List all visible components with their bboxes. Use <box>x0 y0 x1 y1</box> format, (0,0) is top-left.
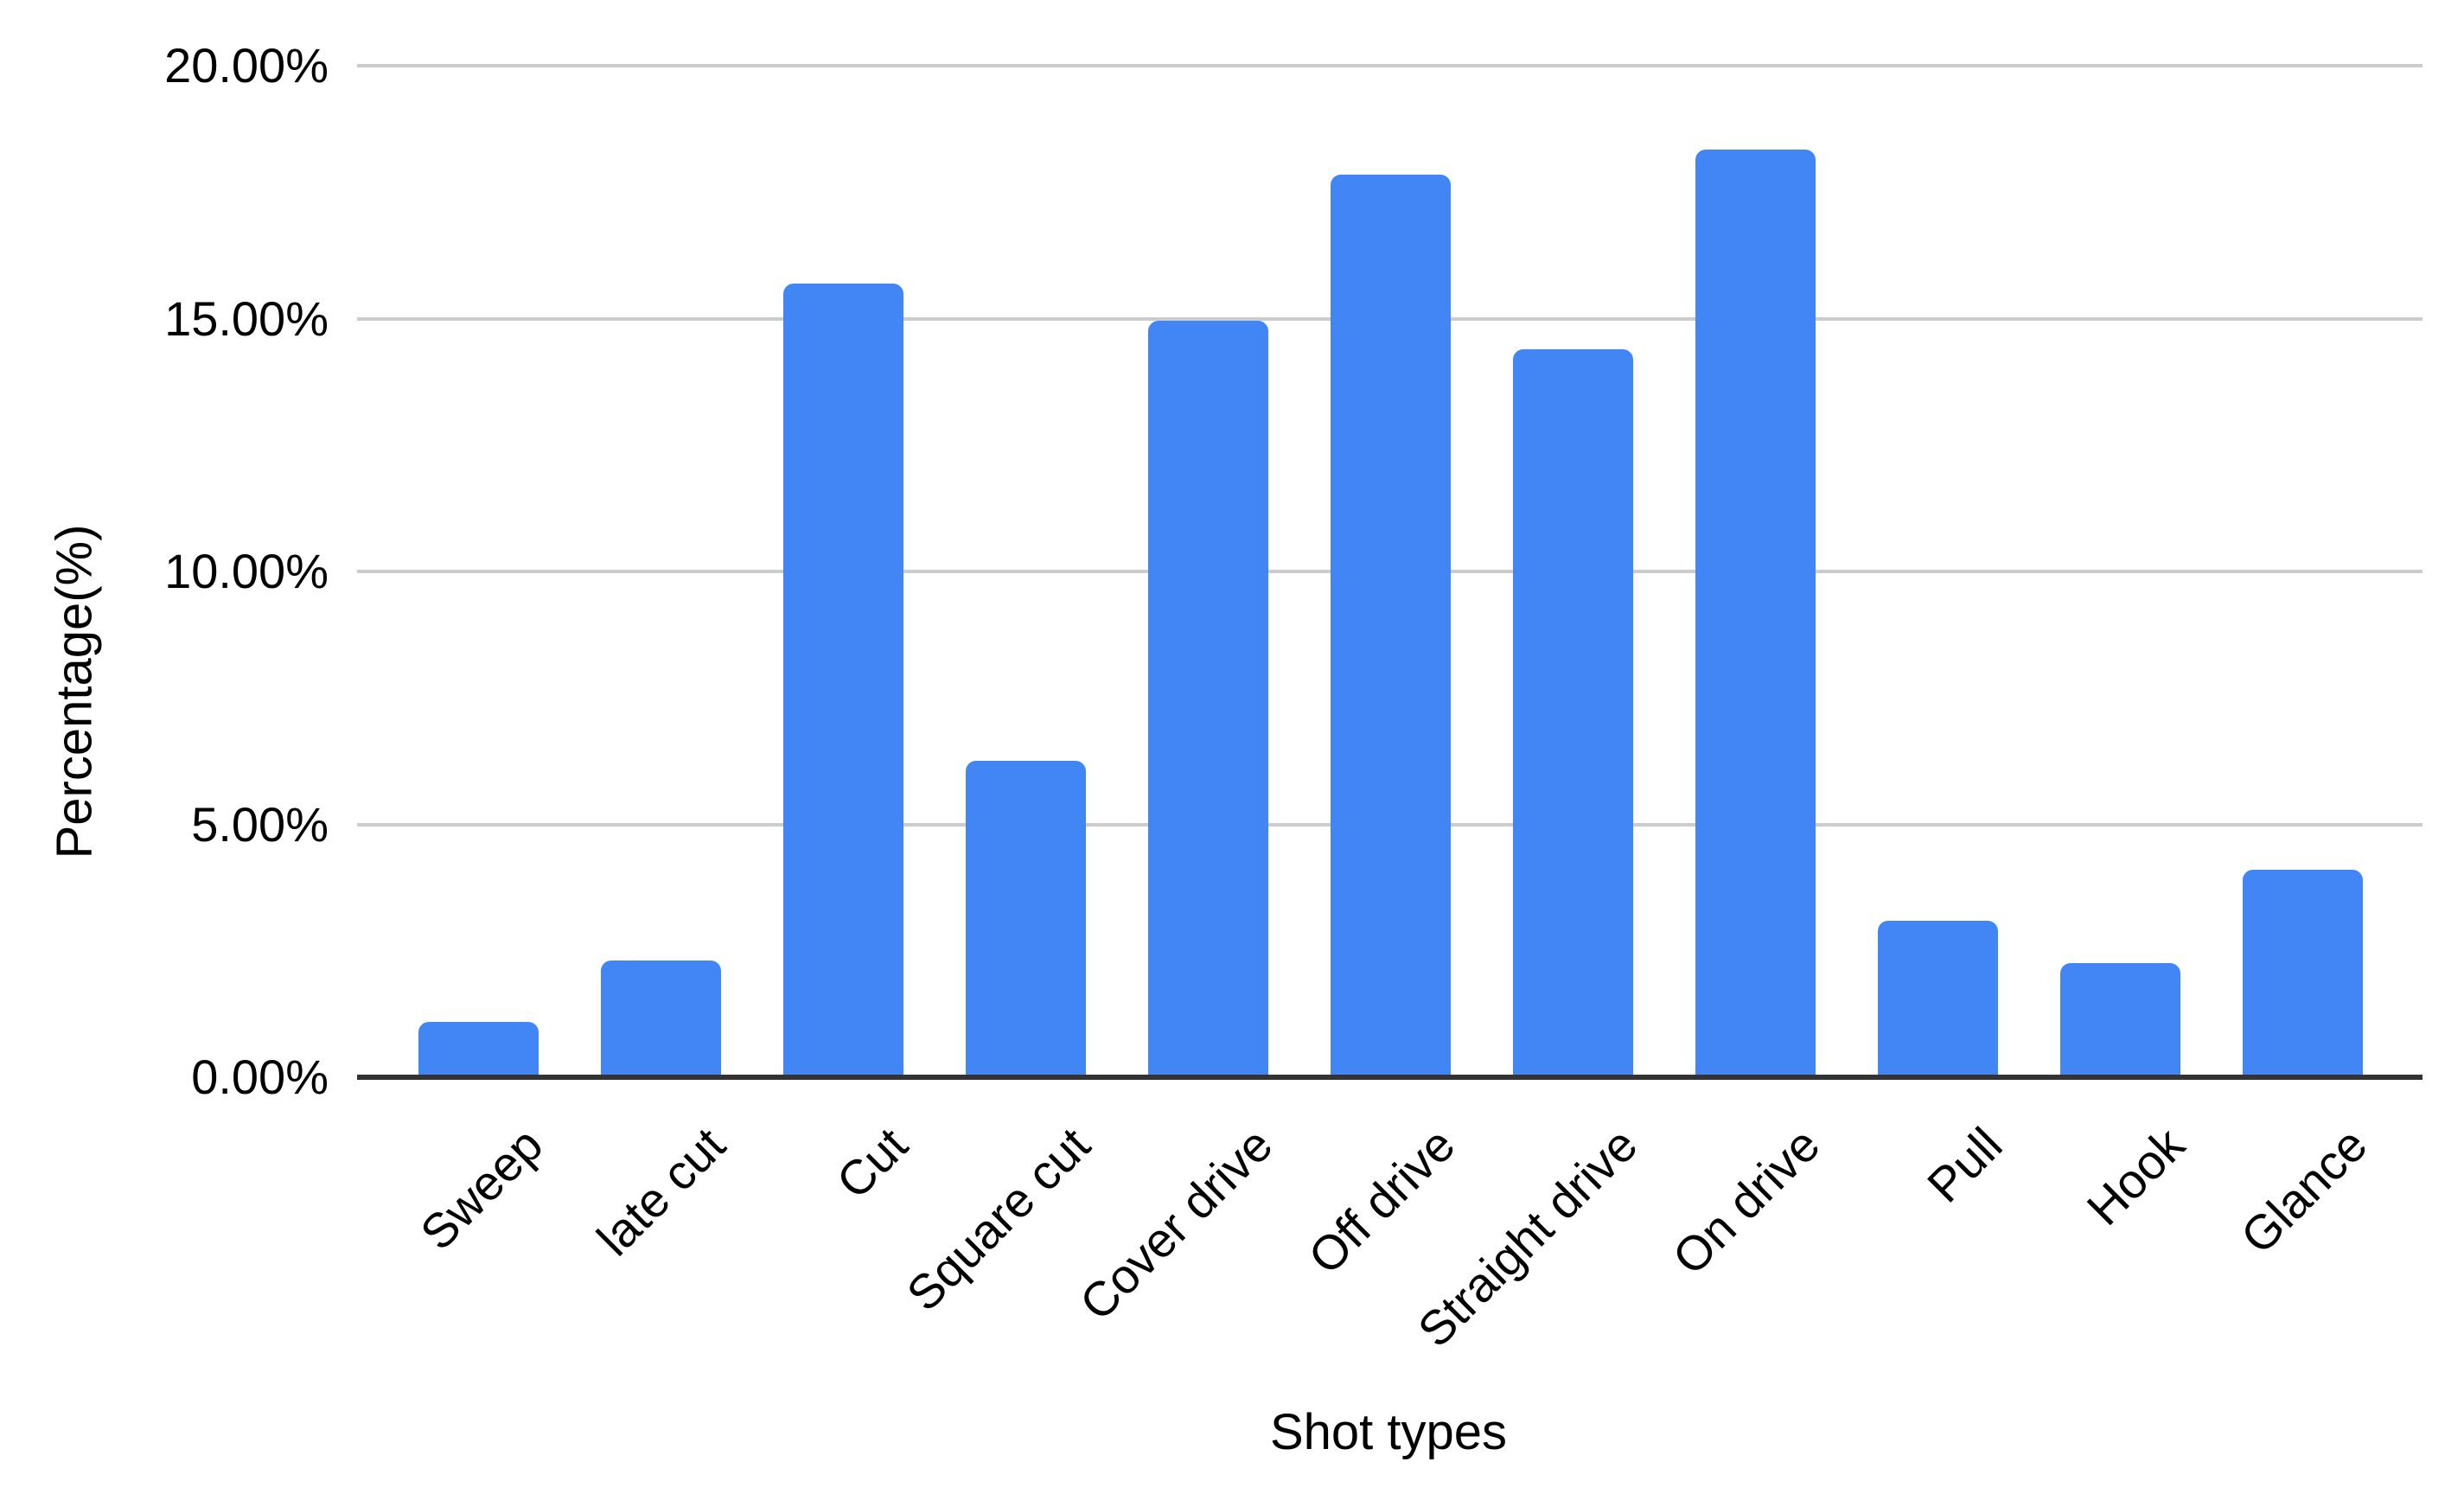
gridline <box>357 64 2423 67</box>
bar-straight-drive <box>1513 349 1633 1079</box>
y-axis-title: Percentage(%) <box>46 524 103 859</box>
bar-glance <box>2243 870 2363 1079</box>
bar-cover-drive <box>1148 321 1268 1079</box>
bar-hook <box>2060 963 2180 1079</box>
bar-pull <box>1878 921 1998 1079</box>
bar-off-drive <box>1331 175 1451 1079</box>
bar-cut <box>783 284 903 1079</box>
y-tick-label: 10.00% <box>164 544 329 598</box>
bar-on-drive <box>1695 150 1816 1079</box>
y-tick-label: 15.00% <box>164 290 329 346</box>
x-axis-line <box>357 1075 2423 1080</box>
x-axis-title: Shot types <box>1269 1404 1508 1460</box>
y-tick-label: 20.00% <box>164 38 329 93</box>
bar-sweep <box>418 1022 539 1079</box>
y-tick-label: 0.00% <box>191 1050 329 1104</box>
bar-square-cut <box>966 761 1086 1079</box>
y-tick-label: 5.00% <box>191 796 329 852</box>
bar-late-cut <box>601 961 721 1079</box>
